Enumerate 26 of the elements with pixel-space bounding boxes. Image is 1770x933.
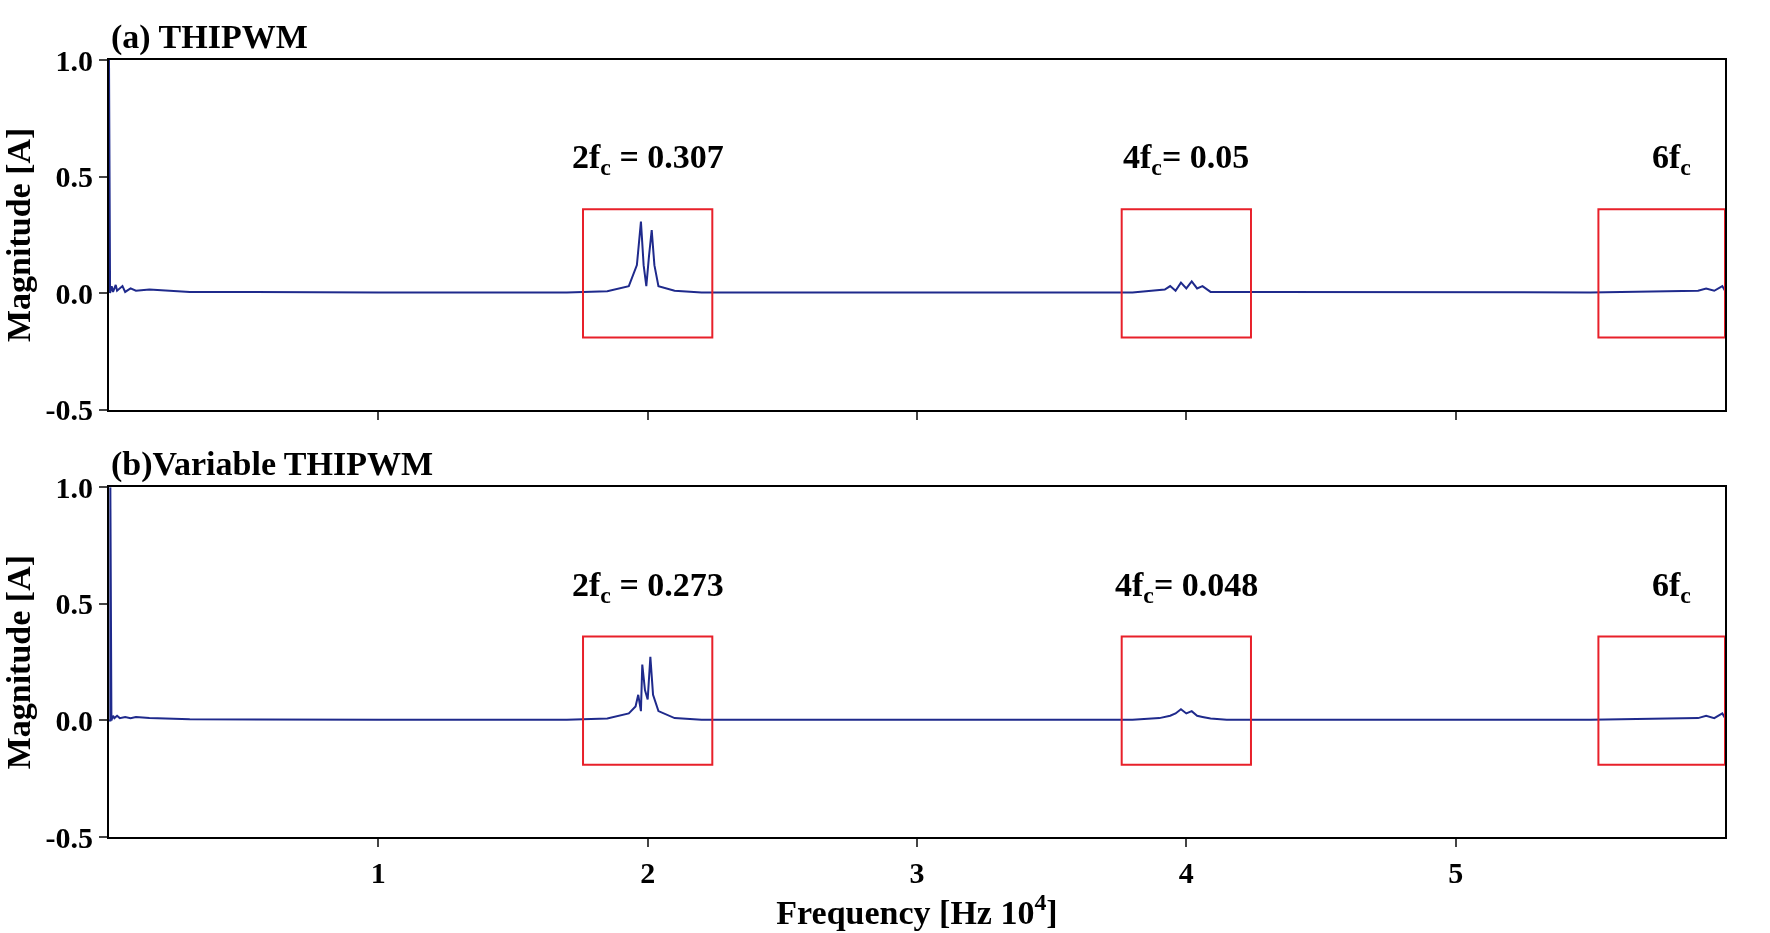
annotation: 2f$_{c}$ = 0.273	[572, 566, 724, 609]
y-tick-label: -0.5	[45, 820, 93, 854]
annotation: 4f$_{c}$= 0.05	[1123, 138, 1250, 181]
y-tick-label: 0.5	[55, 160, 93, 194]
y-tick-label: -0.5	[45, 393, 93, 427]
x-tick-label: 4	[1178, 856, 1194, 889]
x-tick-label: 5	[1448, 856, 1464, 889]
y-axis-title: Magnitude [A]	[0, 127, 37, 343]
chart-title: (a) THIPWM	[111, 18, 308, 56]
annotation: 4f$_{c}$= 0.048	[1115, 566, 1259, 609]
y-tick-label: 1.0	[55, 43, 93, 77]
annotation: 6f$_{c}$	[1652, 138, 1691, 181]
y-tick-label: 0.0	[55, 276, 93, 310]
line-series	[109, 487, 1725, 722]
y-axis-title: Magnitude [A]	[0, 554, 37, 770]
y-tick-label: 1.0	[55, 470, 93, 504]
chart-title: (b)Variable THIPWM	[111, 445, 434, 483]
x-tick-label: 2	[640, 856, 656, 889]
line-series	[109, 60, 1725, 295]
x-axis-title: Frequency [Hz 10$^{4}$]	[776, 889, 1058, 932]
y-tick-label: 0.0	[55, 703, 93, 737]
annotation: 2f$_{c}$ = 0.307	[572, 138, 724, 181]
annotation: 6f$_{c}$	[1652, 566, 1691, 609]
x-tick-label: 1	[370, 856, 386, 889]
x-tick-label: 3	[909, 856, 925, 889]
y-tick-label: 0.5	[55, 587, 93, 621]
